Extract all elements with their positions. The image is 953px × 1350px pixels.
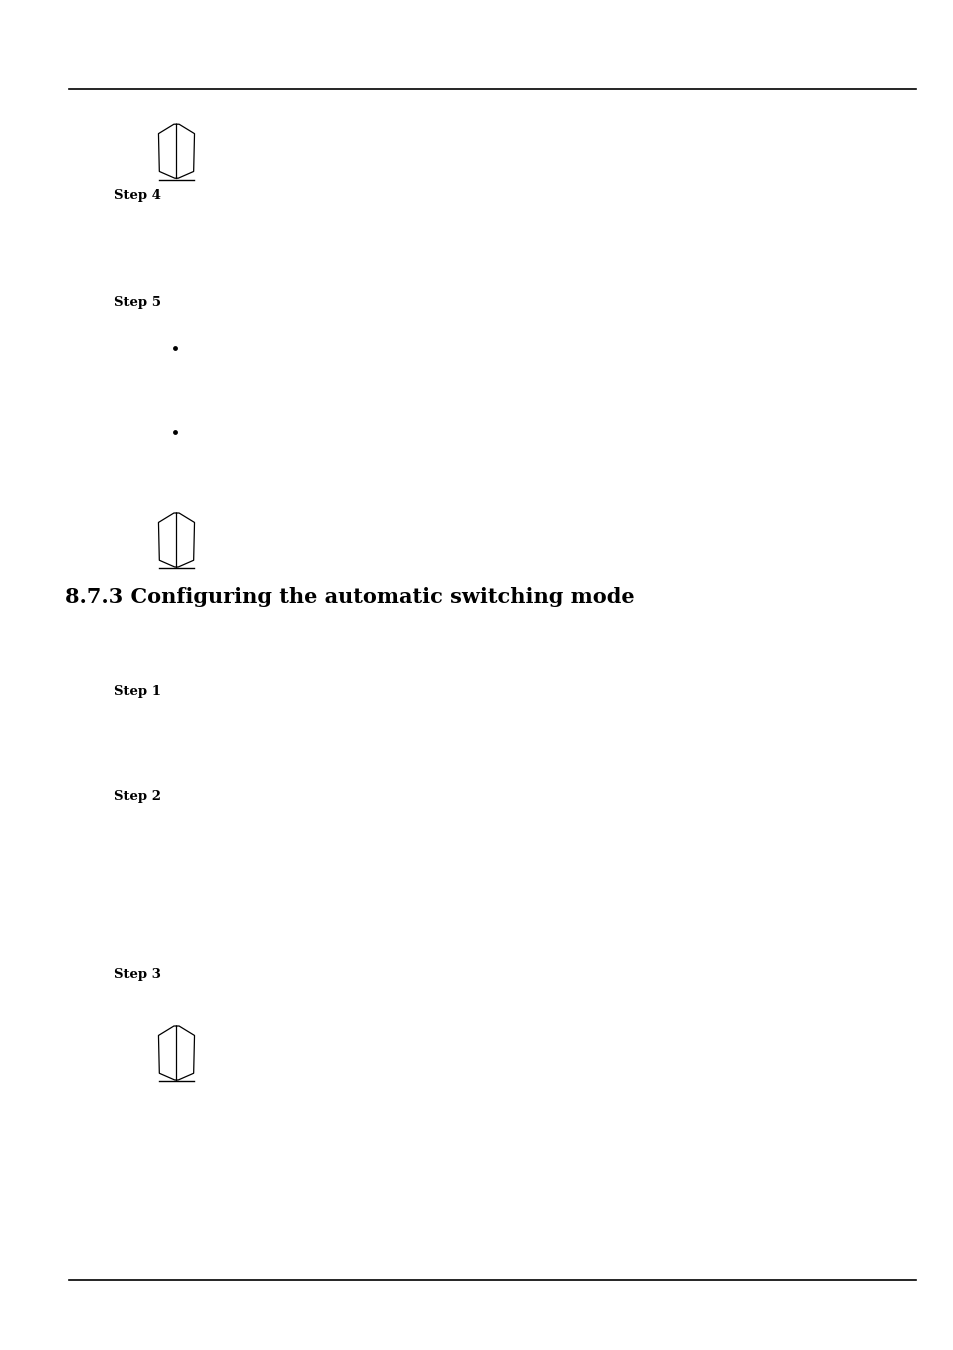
Text: Step 2: Step 2 <box>114 790 161 803</box>
Text: Step 1: Step 1 <box>114 684 161 698</box>
Text: Step 4: Step 4 <box>114 189 161 202</box>
Text: 8.7.3 Configuring the automatic switching mode: 8.7.3 Configuring the automatic switchin… <box>65 587 634 606</box>
Text: Step 3: Step 3 <box>114 968 161 981</box>
Text: Step 5: Step 5 <box>114 296 161 309</box>
